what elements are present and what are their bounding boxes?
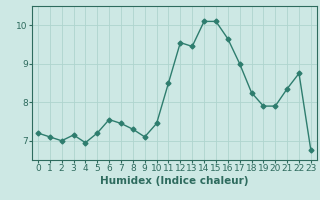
- X-axis label: Humidex (Indice chaleur): Humidex (Indice chaleur): [100, 176, 249, 186]
